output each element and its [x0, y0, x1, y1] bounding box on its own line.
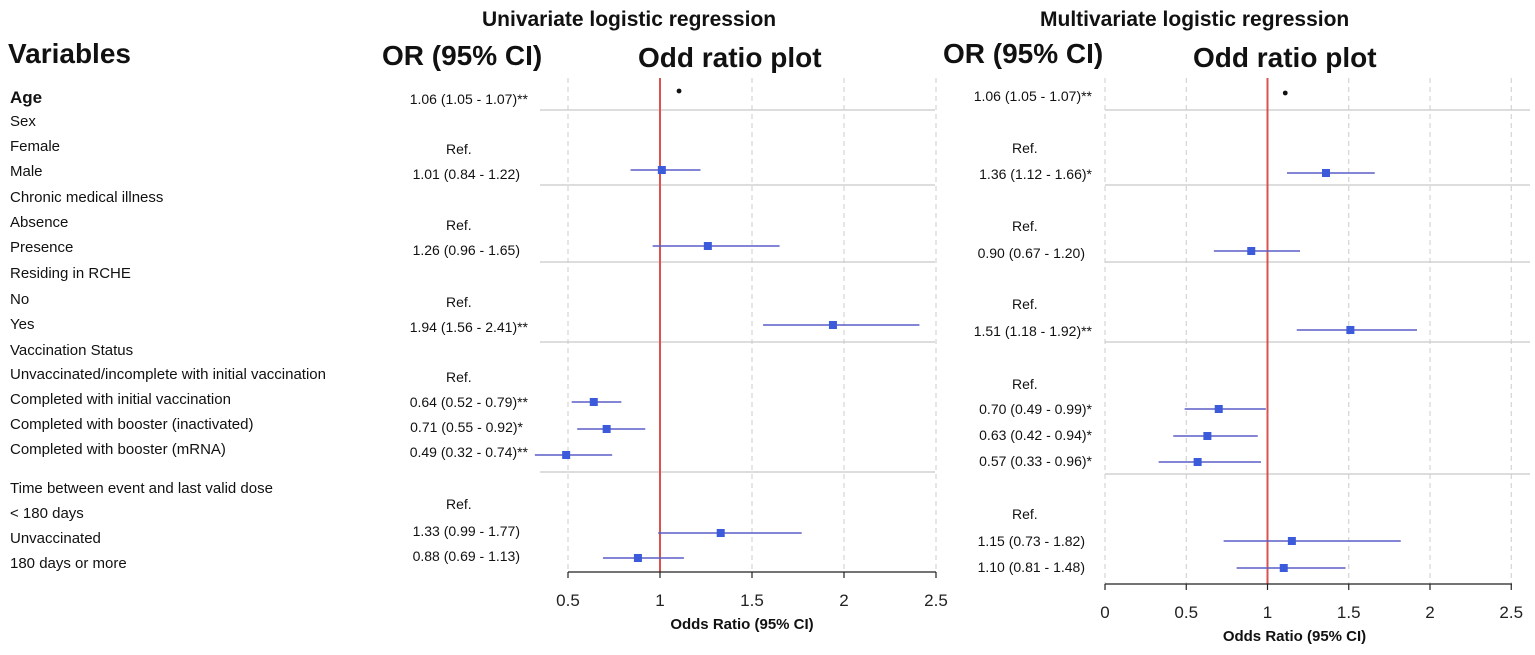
point-multi-age [1282, 90, 1288, 96]
row-label-vaccination-status: Vaccination Status [10, 342, 134, 359]
point-multi-completed-with-booster-mrna [1193, 458, 1202, 466]
x-tick-label-multi-2: 2 [1425, 603, 1434, 622]
uni-or-yes: 1.94 (1.56 - 2.41)** [409, 319, 528, 335]
x-tick-label-multi-2-5: 2.5 [1499, 603, 1523, 622]
point-multi-completed-with-booster-inactivated [1203, 432, 1212, 440]
multivariate-title: Multivariate logistic regression [1040, 8, 1350, 31]
multi-ref-female: Ref. [1012, 140, 1038, 156]
uni-ref-absence: Ref. [446, 217, 472, 233]
row-label-unvaccinated-incomplete: Unvaccinated/incomplete with initial vac… [10, 366, 326, 383]
uni-or-presence: 1.26 (0.96 - 1.65) [412, 242, 520, 258]
x-tick-label-uni-2: 2 [839, 591, 848, 610]
point-uni-completed-with-initial-vaccination [589, 398, 598, 406]
or-ci-header-multivariate: OR (95% CI) [943, 38, 1104, 69]
uni-or-booster-inactivated: 0.71 (0.55 - 0.92)* [410, 419, 523, 435]
univariate-title: Univariate logistic regression [482, 8, 777, 31]
uni-or-180-or-more: 0.88 (0.69 - 1.13) [412, 548, 520, 564]
row-label-lt-180-days: < 180 days [10, 505, 84, 522]
multi-ref-lt-180: Ref. [1012, 506, 1038, 522]
x-tick-label-uni-1-5: 1.5 [740, 591, 764, 610]
row-label-absence: Absence [10, 214, 69, 231]
point-uni-yes [828, 321, 837, 329]
point-multi-male [1322, 169, 1330, 177]
multi-or-initial: 0.70 (0.49 - 0.99)* [979, 401, 1092, 417]
row-label-chronic-illness: Chronic medical illness [10, 189, 164, 206]
x-tick-label-uni-2-5: 2.5 [924, 591, 948, 610]
uni-ref-female: Ref. [446, 141, 472, 157]
row-label-age: Age [10, 88, 43, 107]
row-label-no: No [10, 291, 30, 308]
odd-ratio-plot-header-multivariate: Odd ratio plot [1193, 42, 1377, 73]
uni-or-age: 1.06 (1.05 - 1.07)** [409, 91, 528, 107]
point-uni-presence [703, 242, 712, 250]
multi-or-180-or-more: 1.10 (0.81 - 1.48) [977, 559, 1085, 575]
point-uni-completed-with-booster-mrna [562, 451, 571, 459]
multi-or-age: 1.06 (1.05 - 1.07)** [973, 88, 1092, 104]
point-uni-unvaccinated [716, 529, 725, 537]
x-tick-label-multi-0: 0 [1100, 603, 1109, 622]
multi-ref-absence: Ref. [1012, 218, 1038, 234]
multi-or-presence: 0.90 (0.67 - 1.20) [977, 245, 1085, 261]
multi-ref-no: Ref. [1012, 296, 1038, 312]
uni-ref-unvaccinated-incomplete: Ref. [446, 369, 472, 385]
uni-or-unvaccinated: 1.33 (0.99 - 1.77) [412, 523, 520, 539]
point-uni-completed-with-booster-inactivated [602, 425, 611, 433]
row-label-yes: Yes [10, 316, 35, 333]
x-tick-label-multi-1-5: 1.5 [1337, 603, 1361, 622]
point-multi-yes [1346, 326, 1355, 334]
row-label-sex: Sex [10, 113, 36, 130]
multi-or-unvaccinated: 1.15 (0.73 - 1.82) [977, 533, 1085, 549]
point-multi-presence [1247, 247, 1256, 255]
multi-or-booster-mrna: 0.57 (0.33 - 0.96)* [979, 453, 1092, 469]
row-label-female: Female [10, 138, 61, 155]
multi-or-male: 1.36 (1.12 - 1.66)* [979, 166, 1092, 182]
x-axis-title-multi: Odds Ratio (95% CI) [1223, 628, 1366, 645]
uni-or-initial: 0.64 (0.52 - 0.79)** [409, 394, 528, 410]
row-label-180-or-more: 180 days or more [10, 555, 127, 572]
row-label-booster-inactivated: Completed with booster (inactivated) [10, 416, 254, 433]
x-tick-label-uni-0-5: 0.5 [556, 591, 580, 610]
row-label-booster-mrna: Completed with booster (mRNA) [10, 441, 226, 458]
odd-ratio-plot-header-univariate: Odd ratio plot [638, 42, 822, 73]
point-uni-age [676, 88, 682, 94]
point-multi-180-days-or-more [1279, 564, 1288, 572]
multi-ref-unvaccinated-incomplete: Ref. [1012, 376, 1038, 392]
variables-header: Variables [8, 38, 131, 69]
x-tick-label-multi-0-5: 0.5 [1174, 603, 1198, 622]
multi-or-yes: 1.51 (1.18 - 1.92)** [973, 323, 1092, 339]
row-label-male: Male [10, 163, 43, 180]
or-ci-header-univariate: OR (95% CI) [382, 40, 543, 71]
point-uni-male [657, 166, 666, 174]
row-label-time-since-dose: Time between event and last valid dose [10, 480, 273, 497]
point-uni-180-days-or-more [633, 554, 642, 562]
uni-ref-time-since-dose: Ref. [446, 496, 472, 512]
row-label-unvaccinated: Unvaccinated [10, 530, 101, 547]
x-tick-label-uni-1: 1 [655, 591, 664, 610]
row-label-presence: Presence [10, 239, 74, 256]
x-axis-title-uni: Odds Ratio (95% CI) [670, 616, 813, 633]
uni-or-booster-mrna: 0.49 (0.32 - 0.74)** [409, 444, 528, 460]
x-tick-label-multi-1: 1 [1263, 603, 1272, 622]
multi-or-booster-inactivated: 0.63 (0.42 - 0.94)* [979, 427, 1092, 443]
uni-ref-no: Ref. [446, 294, 472, 310]
uni-or-male: 1.01 (0.84 - 1.22) [412, 166, 520, 182]
row-label-initial-vaccination: Completed with initial vaccination [10, 391, 231, 408]
point-multi-unvaccinated [1287, 537, 1296, 545]
row-label-rche: Residing in RCHE [10, 265, 131, 282]
point-multi-completed-with-initial-vaccination [1214, 405, 1223, 413]
